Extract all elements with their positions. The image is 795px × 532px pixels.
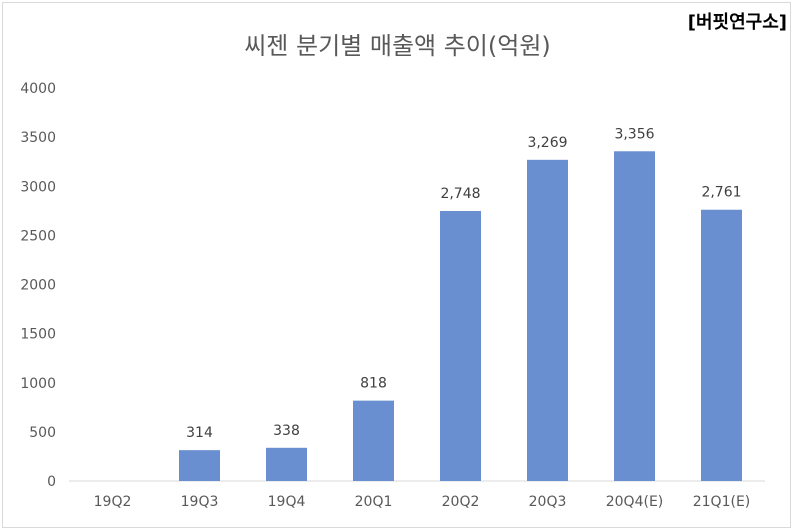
data-label: 3,356 xyxy=(614,126,654,142)
data-label: 3,269 xyxy=(527,135,567,151)
y-tick-label: 3500 xyxy=(20,130,56,146)
chart-title: 씨젠 분기별 매출액 추이(억원) xyxy=(244,32,551,60)
y-tick-label: 3000 xyxy=(20,179,56,195)
data-label: 314 xyxy=(186,425,213,441)
y-tick-label: 2500 xyxy=(20,228,56,244)
y-tick-label: 1500 xyxy=(20,327,56,343)
watermark: [버핏연구소] xyxy=(687,12,787,33)
bar xyxy=(179,450,220,481)
x-tick-label: 19Q2 xyxy=(94,494,132,510)
x-tick-label: 20Q4(E) xyxy=(606,494,664,510)
y-tick-label: 1000 xyxy=(20,376,56,392)
x-tick-label: 19Q3 xyxy=(181,494,219,510)
x-tick-label: 20Q1 xyxy=(355,494,393,510)
data-label: 338 xyxy=(273,423,300,439)
bar xyxy=(440,211,481,481)
y-tick-label: 2000 xyxy=(20,278,56,294)
data-label: 818 xyxy=(360,376,387,392)
y-tick-label: 500 xyxy=(29,425,56,441)
data-label: 2,748 xyxy=(440,186,480,202)
bar xyxy=(614,151,655,481)
bar xyxy=(527,159,568,482)
data-label: 2,761 xyxy=(701,185,741,201)
y-tick-label: 4000 xyxy=(20,81,56,97)
x-tick-label: 21Q1(E) xyxy=(693,494,751,510)
bar xyxy=(353,400,394,481)
x-tick-label: 19Q4 xyxy=(268,494,306,510)
bar xyxy=(701,209,742,481)
y-tick-label: 0 xyxy=(47,474,56,490)
x-tick-label: 20Q2 xyxy=(442,494,480,510)
bar xyxy=(266,447,307,481)
x-tick-label: 20Q3 xyxy=(529,494,567,510)
